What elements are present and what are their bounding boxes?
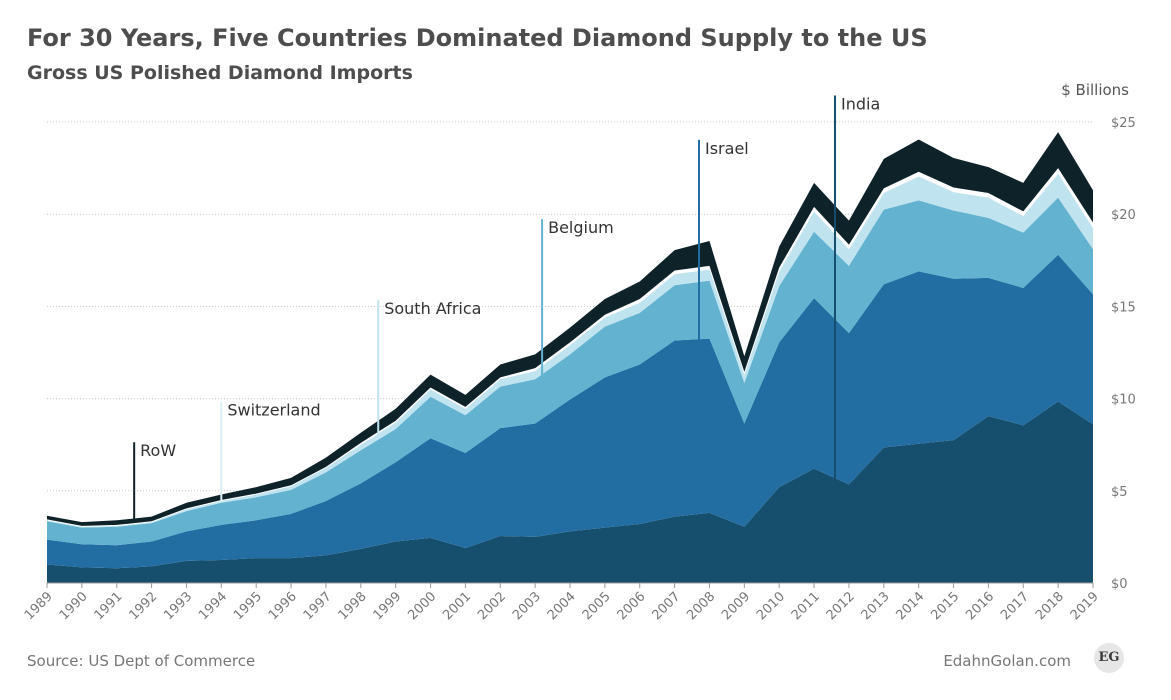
- area-series-group: [47, 132, 1093, 583]
- x-tick-label: 2007: [649, 589, 683, 623]
- y-tick-label: $15: [1111, 300, 1136, 315]
- x-tick-label: 2001: [440, 589, 474, 623]
- x-tick-label: 2006: [615, 589, 649, 623]
- chart-title: For 30 Years, Five Countries Dominated D…: [27, 24, 928, 52]
- x-tick-label: 1994: [196, 589, 230, 623]
- annotation-label-south-africa: South Africa: [384, 299, 481, 318]
- area-belgium: [47, 197, 1093, 546]
- x-tick-label: 1989: [22, 589, 56, 623]
- x-tick-label: 1995: [231, 589, 265, 623]
- x-tick-label: 2014: [893, 589, 927, 623]
- x-tick-label: 2018: [1033, 589, 1067, 623]
- annotation-label-switzerland: Switzerland: [227, 401, 320, 420]
- x-tick-label: 2005: [580, 589, 614, 623]
- x-tick-label: 1999: [370, 589, 404, 623]
- x-tick-label: 2003: [510, 589, 544, 623]
- x-tick-label: 1996: [266, 589, 300, 623]
- x-tick-label: 2019: [1068, 589, 1102, 623]
- x-tick-label: 2016: [963, 589, 997, 623]
- x-tick-label: 1992: [126, 589, 160, 623]
- y-tick-label: $10: [1111, 393, 1136, 408]
- annotation-label-india: India: [841, 95, 880, 114]
- x-tick-label: 1990: [57, 589, 91, 623]
- area-israel: [47, 254, 1093, 569]
- area-row: [47, 132, 1093, 526]
- y-tick-label: $0: [1111, 577, 1128, 592]
- x-tick-label: 2009: [719, 589, 753, 623]
- x-tick-label: 2017: [998, 589, 1032, 623]
- source-note: Source: US Dept of Commerce: [27, 652, 256, 670]
- x-tick-label: 2011: [789, 589, 823, 623]
- y-tick-label: $25: [1111, 116, 1136, 131]
- annotation-label-row: RoW: [140, 441, 176, 460]
- x-tick-label: 2010: [754, 589, 788, 623]
- x-tick-label: 2002: [475, 589, 509, 623]
- y-axis-unit-label: $ Billions: [1061, 81, 1129, 99]
- x-tick-label: 2013: [859, 589, 893, 623]
- x-tick-label: 2008: [684, 589, 718, 623]
- y-tick-label: $5: [1111, 485, 1128, 500]
- x-tick-label: 2000: [405, 589, 439, 623]
- annotation-label-israel: Israel: [705, 139, 749, 158]
- x-tick-label: 1991: [92, 589, 126, 623]
- x-tick-label: 2012: [824, 589, 858, 623]
- x-tick-label: 1998: [336, 589, 370, 623]
- eg-logo-icon: EG: [1094, 643, 1124, 673]
- area-south-africa: [47, 173, 1093, 528]
- annotation-label-belgium: Belgium: [548, 218, 614, 237]
- brand-link[interactable]: EdahnGolan.com: [943, 652, 1071, 670]
- y-tick-label: $20: [1111, 208, 1136, 223]
- x-tick-label: 2015: [928, 589, 962, 623]
- x-tick-label: 1993: [161, 589, 195, 623]
- chart-subtitle: Gross US Polished Diamond Imports: [27, 62, 413, 84]
- x-tick-label: 2004: [545, 589, 579, 623]
- area-india: [47, 401, 1093, 583]
- annotations: RoW Switzerland South Africa Belgium Israel I…: [133, 95, 880, 531]
- x-tick-label: 1997: [301, 589, 335, 623]
